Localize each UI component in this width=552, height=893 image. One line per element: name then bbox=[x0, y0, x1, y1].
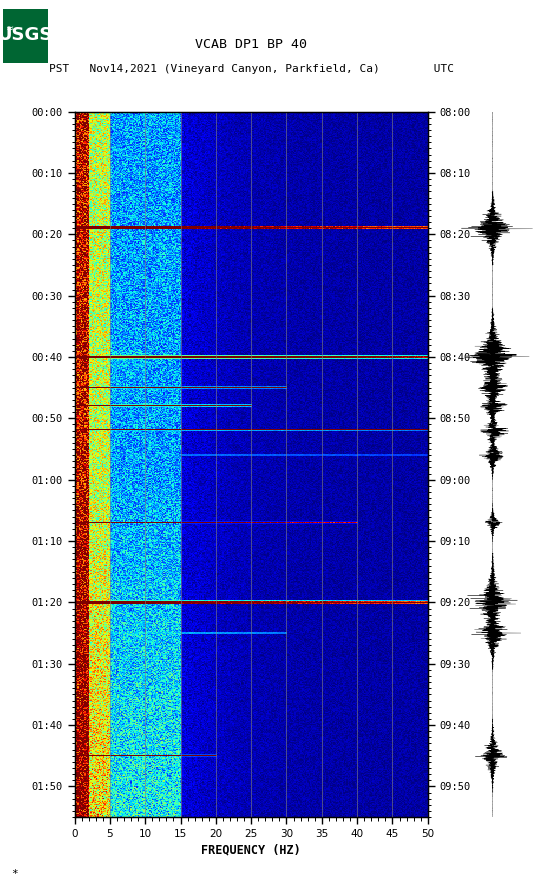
Text: PST   Nov14,2021 (Vineyard Canyon, Parkfield, Ca)        UTC: PST Nov14,2021 (Vineyard Canyon, Parkfie… bbox=[49, 63, 454, 74]
Text: VCAB DP1 BP 40: VCAB DP1 BP 40 bbox=[195, 38, 307, 51]
Bar bbox=[3, 9, 49, 63]
Text: USGS: USGS bbox=[0, 26, 53, 44]
X-axis label: FREQUENCY (HZ): FREQUENCY (HZ) bbox=[201, 843, 301, 856]
Text: *: * bbox=[11, 869, 18, 879]
Text: ≈: ≈ bbox=[6, 22, 14, 33]
